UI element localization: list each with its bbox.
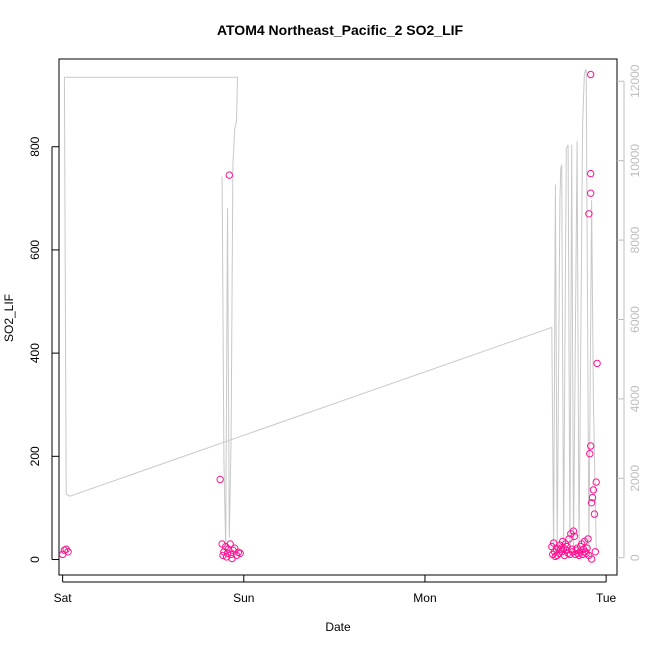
x-tick-label-sun: Sun xyxy=(233,591,254,605)
data-point-73 xyxy=(585,210,593,218)
series-line-1 xyxy=(64,76,239,550)
data-point-46 xyxy=(570,532,579,540)
data-point-1 xyxy=(60,546,69,554)
y-right-tick-label-4000: 4000 xyxy=(628,385,642,412)
data-point-72 xyxy=(593,359,601,368)
data-point-60 xyxy=(583,544,591,552)
chart-title: ATOM4 Northeast_Pacific_2 SO2_LIF xyxy=(217,22,464,38)
axes-layer: Sat Sun Mon Tue0200400600800020004000600080… xyxy=(28,64,642,605)
data-point-27 xyxy=(553,551,561,560)
data-point-65 xyxy=(587,555,596,563)
data-point-12 xyxy=(225,171,234,179)
data-point-76 xyxy=(587,70,595,79)
data-point-39 xyxy=(564,549,572,557)
data-point-23 xyxy=(549,539,558,547)
data-point-64 xyxy=(587,442,595,450)
data-point-10 xyxy=(223,549,232,557)
y-right-tick-label-2000: 2000 xyxy=(628,465,642,492)
data-point-51 xyxy=(575,551,583,560)
y-left-tick-label-600: 600 xyxy=(28,240,42,260)
x-tick-label-tue: Tue xyxy=(596,591,617,605)
data-point-6 xyxy=(219,551,227,560)
data-point-67 xyxy=(588,493,597,502)
y-axis-label: SO2_LIF xyxy=(2,294,16,342)
series-line-0 xyxy=(63,69,597,554)
data-point-14 xyxy=(227,550,235,559)
data-point-66 xyxy=(587,499,596,507)
x-axis-label: Date xyxy=(325,620,351,634)
data-point-63 xyxy=(586,450,594,458)
y-right-tick-label-10000: 10000 xyxy=(628,144,642,178)
data-point-17 xyxy=(231,544,239,552)
x-tick-label-mon: Mon xyxy=(413,591,436,605)
data-point-4 xyxy=(216,475,224,484)
y-right-tick-label-0: 0 xyxy=(628,554,642,561)
data-point-45 xyxy=(569,527,578,535)
data-point-74 xyxy=(587,189,595,197)
plot-layer xyxy=(58,69,601,563)
data-point-13 xyxy=(226,540,234,548)
data-point-35 xyxy=(560,551,569,560)
data-point-68 xyxy=(589,486,598,494)
y-right-tick-label-8000: 8000 xyxy=(628,226,642,253)
x-tick-label-sat: Sat xyxy=(54,591,73,605)
data-point-69 xyxy=(590,510,599,518)
y-left-tick-label-800: 800 xyxy=(28,136,42,156)
plot-frame xyxy=(58,58,618,576)
data-point-19 xyxy=(234,548,243,556)
data-point-20 xyxy=(236,549,244,557)
y-left-tick-label-0: 0 xyxy=(28,556,42,563)
data-point-71 xyxy=(592,478,600,486)
data-point-3 xyxy=(64,548,72,556)
data-point-70 xyxy=(591,548,599,556)
y-right-tick-label-6000: 6000 xyxy=(628,306,642,333)
y-left-tick-label-400: 400 xyxy=(28,343,42,363)
y-right-tick-label-12000: 12000 xyxy=(628,64,642,98)
data-point-75 xyxy=(587,169,595,178)
y-left-tick-label-200: 200 xyxy=(28,446,42,466)
data-point-61 xyxy=(584,535,592,543)
